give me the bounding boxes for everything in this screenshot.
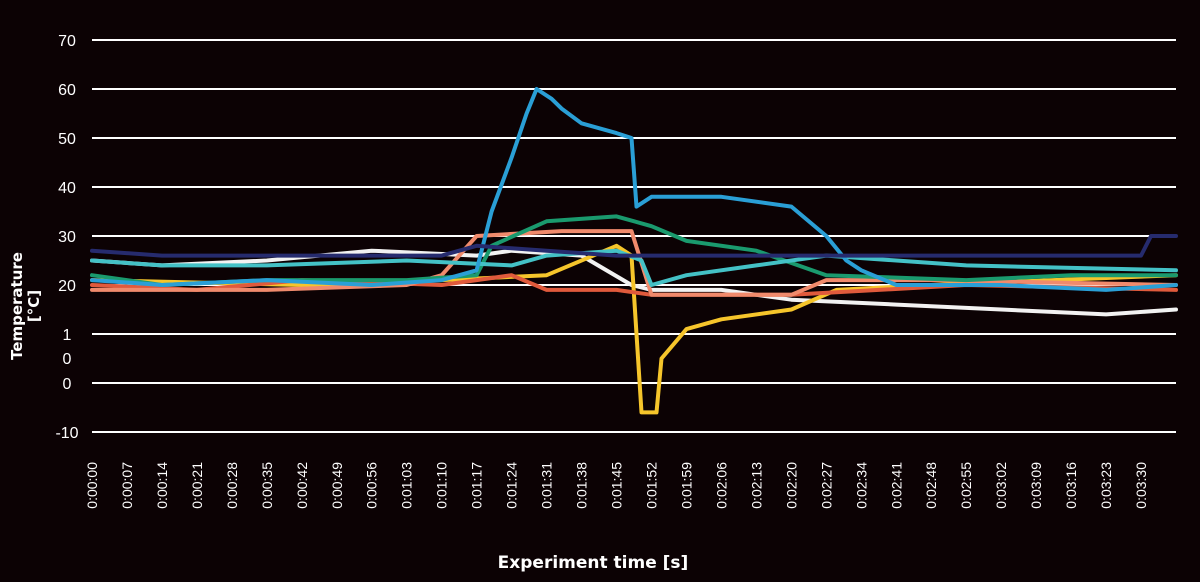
x-tick-label: 0:03:09 <box>1028 462 1044 509</box>
x-tick-label: 0:03:02 <box>993 462 1009 509</box>
x-tick-label: 0:01:52 <box>643 462 659 509</box>
y-tick-label: 0 <box>63 376 72 393</box>
series-line-3 <box>90 273 1178 297</box>
y-tick-label: 60 <box>58 82 76 99</box>
y-tick-label: 50 <box>58 131 76 148</box>
x-tick-label: 0:02:27 <box>818 462 834 509</box>
x-tick-label: 0:03:30 <box>1133 462 1149 509</box>
x-axis-title: Experiment time [s] <box>498 553 689 573</box>
x-tick-label: 0:02:34 <box>853 462 869 509</box>
y-tick-label: -10 <box>55 425 78 442</box>
x-tick-label: 0:02:41 <box>888 462 904 509</box>
x-tick-label: 0:00:28 <box>224 462 240 509</box>
y-tick-label: 20 <box>58 278 76 295</box>
series-line-8 <box>90 234 1178 258</box>
x-tick-label: 0:00:14 <box>154 462 170 509</box>
x-tick-label: 0:02:20 <box>783 462 799 509</box>
series-line-6 <box>90 248 1178 287</box>
series-lines <box>90 87 1178 415</box>
x-tick-label: 0:00:56 <box>364 462 380 509</box>
x-tick-label: 0:01:10 <box>434 462 450 509</box>
x-tick-label: 0:02:55 <box>958 462 974 509</box>
y-tick-label: 30 <box>58 229 76 246</box>
y-axis-ticks: 70 60 50 40 30 20 1 0 0 -10 <box>55 33 78 442</box>
x-tick-label: 0:00:49 <box>329 462 345 509</box>
x-tick-label: 0:00:42 <box>294 462 310 509</box>
x-tick-label: 0:02:48 <box>923 462 939 509</box>
x-tick-label: 0:01:17 <box>469 462 485 509</box>
x-tick-label: 0:02:06 <box>713 462 729 509</box>
x-tick-label: 0:00:07 <box>119 462 135 509</box>
x-tick-label: 0:02:13 <box>748 462 764 509</box>
series-line-7 <box>90 87 1178 292</box>
x-tick-label: 0:01:59 <box>678 462 694 509</box>
x-tick-label: 0:01:03 <box>399 462 415 509</box>
y-tick-label: 40 <box>58 180 76 197</box>
x-tick-label: 0:01:24 <box>504 462 520 509</box>
x-tick-label: 0:01:31 <box>539 462 555 509</box>
series-line-5 <box>90 214 1178 287</box>
x-axis-ticks: 0:00:00 0:00:07 0:00:14 0:00:21 0:00:28 0:00:… <box>84 462 1149 509</box>
x-tick-label: 0:01:38 <box>574 462 590 509</box>
x-tick-label: 0:03:23 <box>1098 462 1114 509</box>
y-axis-title: Temperature[°C] <box>8 252 43 360</box>
x-tick-label: 0:01:45 <box>609 462 625 509</box>
x-tick-label: 0:00:35 <box>259 462 275 509</box>
x-tick-label: 0:03:16 <box>1063 462 1079 509</box>
x-tick-label: 0:00:21 <box>189 462 205 509</box>
y-tick-label: 70 <box>58 33 76 50</box>
x-tick-label: 0:00:00 <box>84 462 100 509</box>
series-line-2 <box>90 243 1178 415</box>
